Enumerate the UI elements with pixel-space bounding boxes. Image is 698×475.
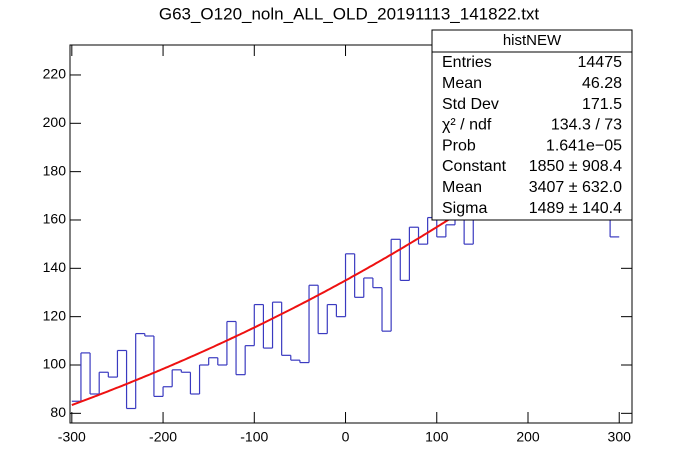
y-tick-label: 120 xyxy=(43,307,67,323)
stats-name: χ² / ndf xyxy=(442,117,492,134)
plot-frame xyxy=(69,44,633,424)
x-tick-label: 200 xyxy=(516,429,540,445)
y-tick-label: 220 xyxy=(43,66,67,82)
stats-name: Sigma xyxy=(442,200,487,217)
x-tick-label: 100 xyxy=(425,429,449,445)
y-tick-label: 200 xyxy=(43,114,67,130)
stats-name: Mean xyxy=(442,75,482,92)
stats-value: 3407 ± 632.0 xyxy=(529,179,622,196)
y-tick-label: 140 xyxy=(43,259,67,275)
stats-title: histNEW xyxy=(503,32,562,49)
x-tick-label: -300 xyxy=(58,429,86,445)
x-tick-label: 0 xyxy=(342,429,350,445)
stats-value: 14475 xyxy=(578,54,623,71)
stats-value: 46.28 xyxy=(582,75,622,92)
stats-name: Prob xyxy=(442,137,476,154)
stats-box xyxy=(431,29,633,221)
y-tick-label: 80 xyxy=(50,404,66,420)
stats-value: 1.641e−05 xyxy=(546,137,622,154)
y-tick-label: 160 xyxy=(43,211,67,227)
x-tick-label: 300 xyxy=(608,429,632,445)
stats-value: 134.3 / 73 xyxy=(551,117,622,134)
x-tick-label: -100 xyxy=(240,429,268,445)
x-tick-label: -200 xyxy=(149,429,177,445)
stats-value: 1489 ± 140.4 xyxy=(529,200,622,217)
stats-name: Mean xyxy=(442,179,482,196)
stats-name: Entries xyxy=(442,54,492,71)
stats-name: Constant xyxy=(442,158,507,175)
y-tick-label: 100 xyxy=(43,356,67,372)
stats-value: 171.5 xyxy=(582,96,622,113)
y-tick-label: 180 xyxy=(43,162,67,178)
chart-title: G63_O120_noln_ALL_OLD_20191113_141822.tx… xyxy=(159,4,540,23)
stats-value: 1850 ± 908.4 xyxy=(529,158,622,175)
stats-name: Std Dev xyxy=(442,96,499,113)
